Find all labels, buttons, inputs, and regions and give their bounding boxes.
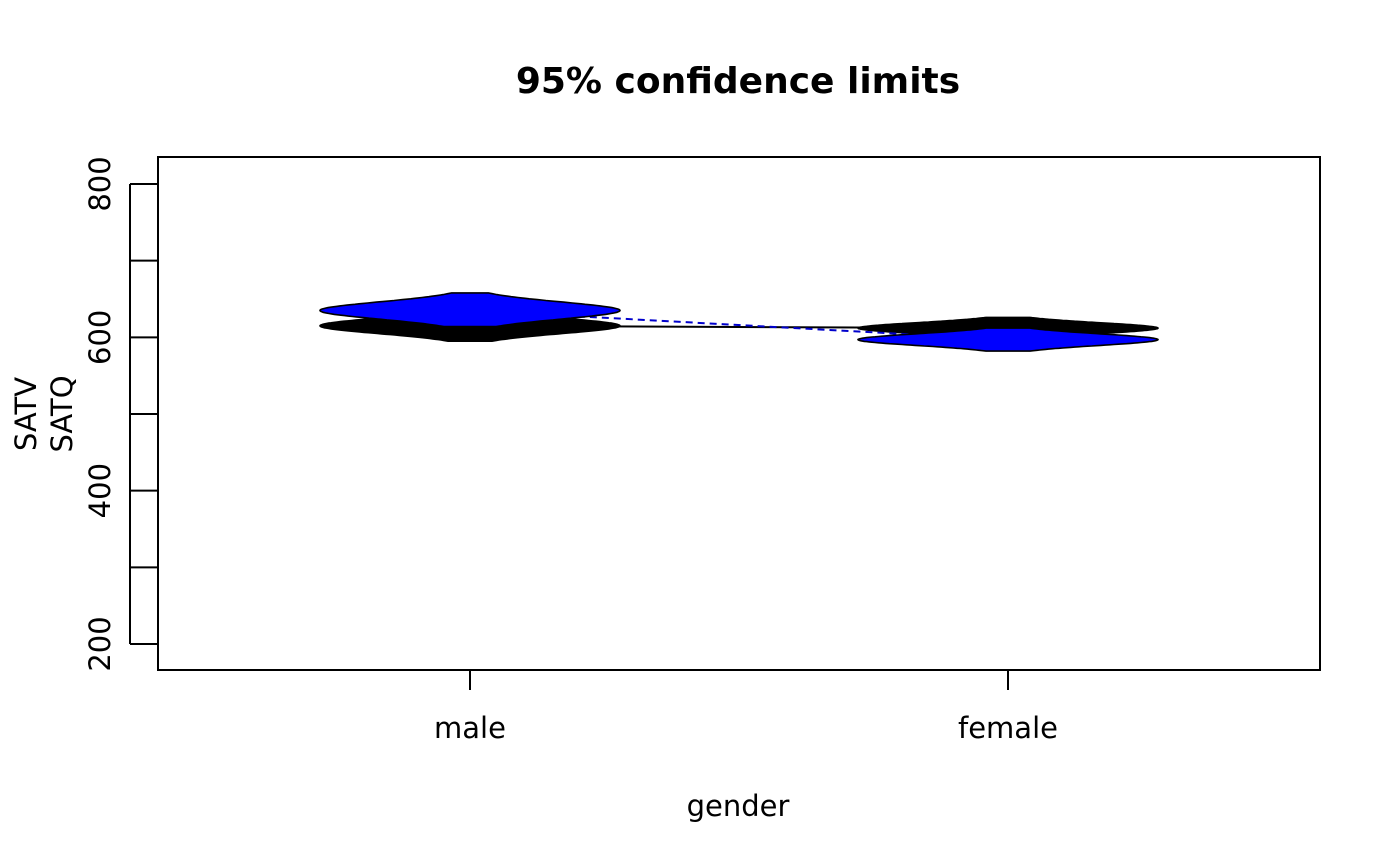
x-axis-label: gender — [687, 789, 790, 823]
y-axis: 200 400 600 800 — [83, 156, 158, 672]
series-layer — [319, 292, 1160, 352]
satq-confidence-shape-male — [319, 292, 621, 328]
y-tick-label: 400 — [83, 463, 117, 518]
y-axis-label-satv: SATV — [9, 377, 43, 451]
chart-title: 95% confidence limits — [516, 61, 960, 102]
y-tick-label: 600 — [83, 310, 117, 365]
x-tick-label: male — [434, 711, 506, 745]
y-axis-label-satq: SATQ — [45, 375, 79, 452]
x-tick-label: female — [958, 711, 1058, 745]
y-tick-label: 800 — [83, 156, 117, 211]
y-tick-label: 200 — [83, 616, 117, 671]
plot-frame — [157, 156, 1321, 671]
satq-confidence-shape-female — [857, 327, 1159, 352]
x-axis: male female — [434, 670, 1058, 745]
